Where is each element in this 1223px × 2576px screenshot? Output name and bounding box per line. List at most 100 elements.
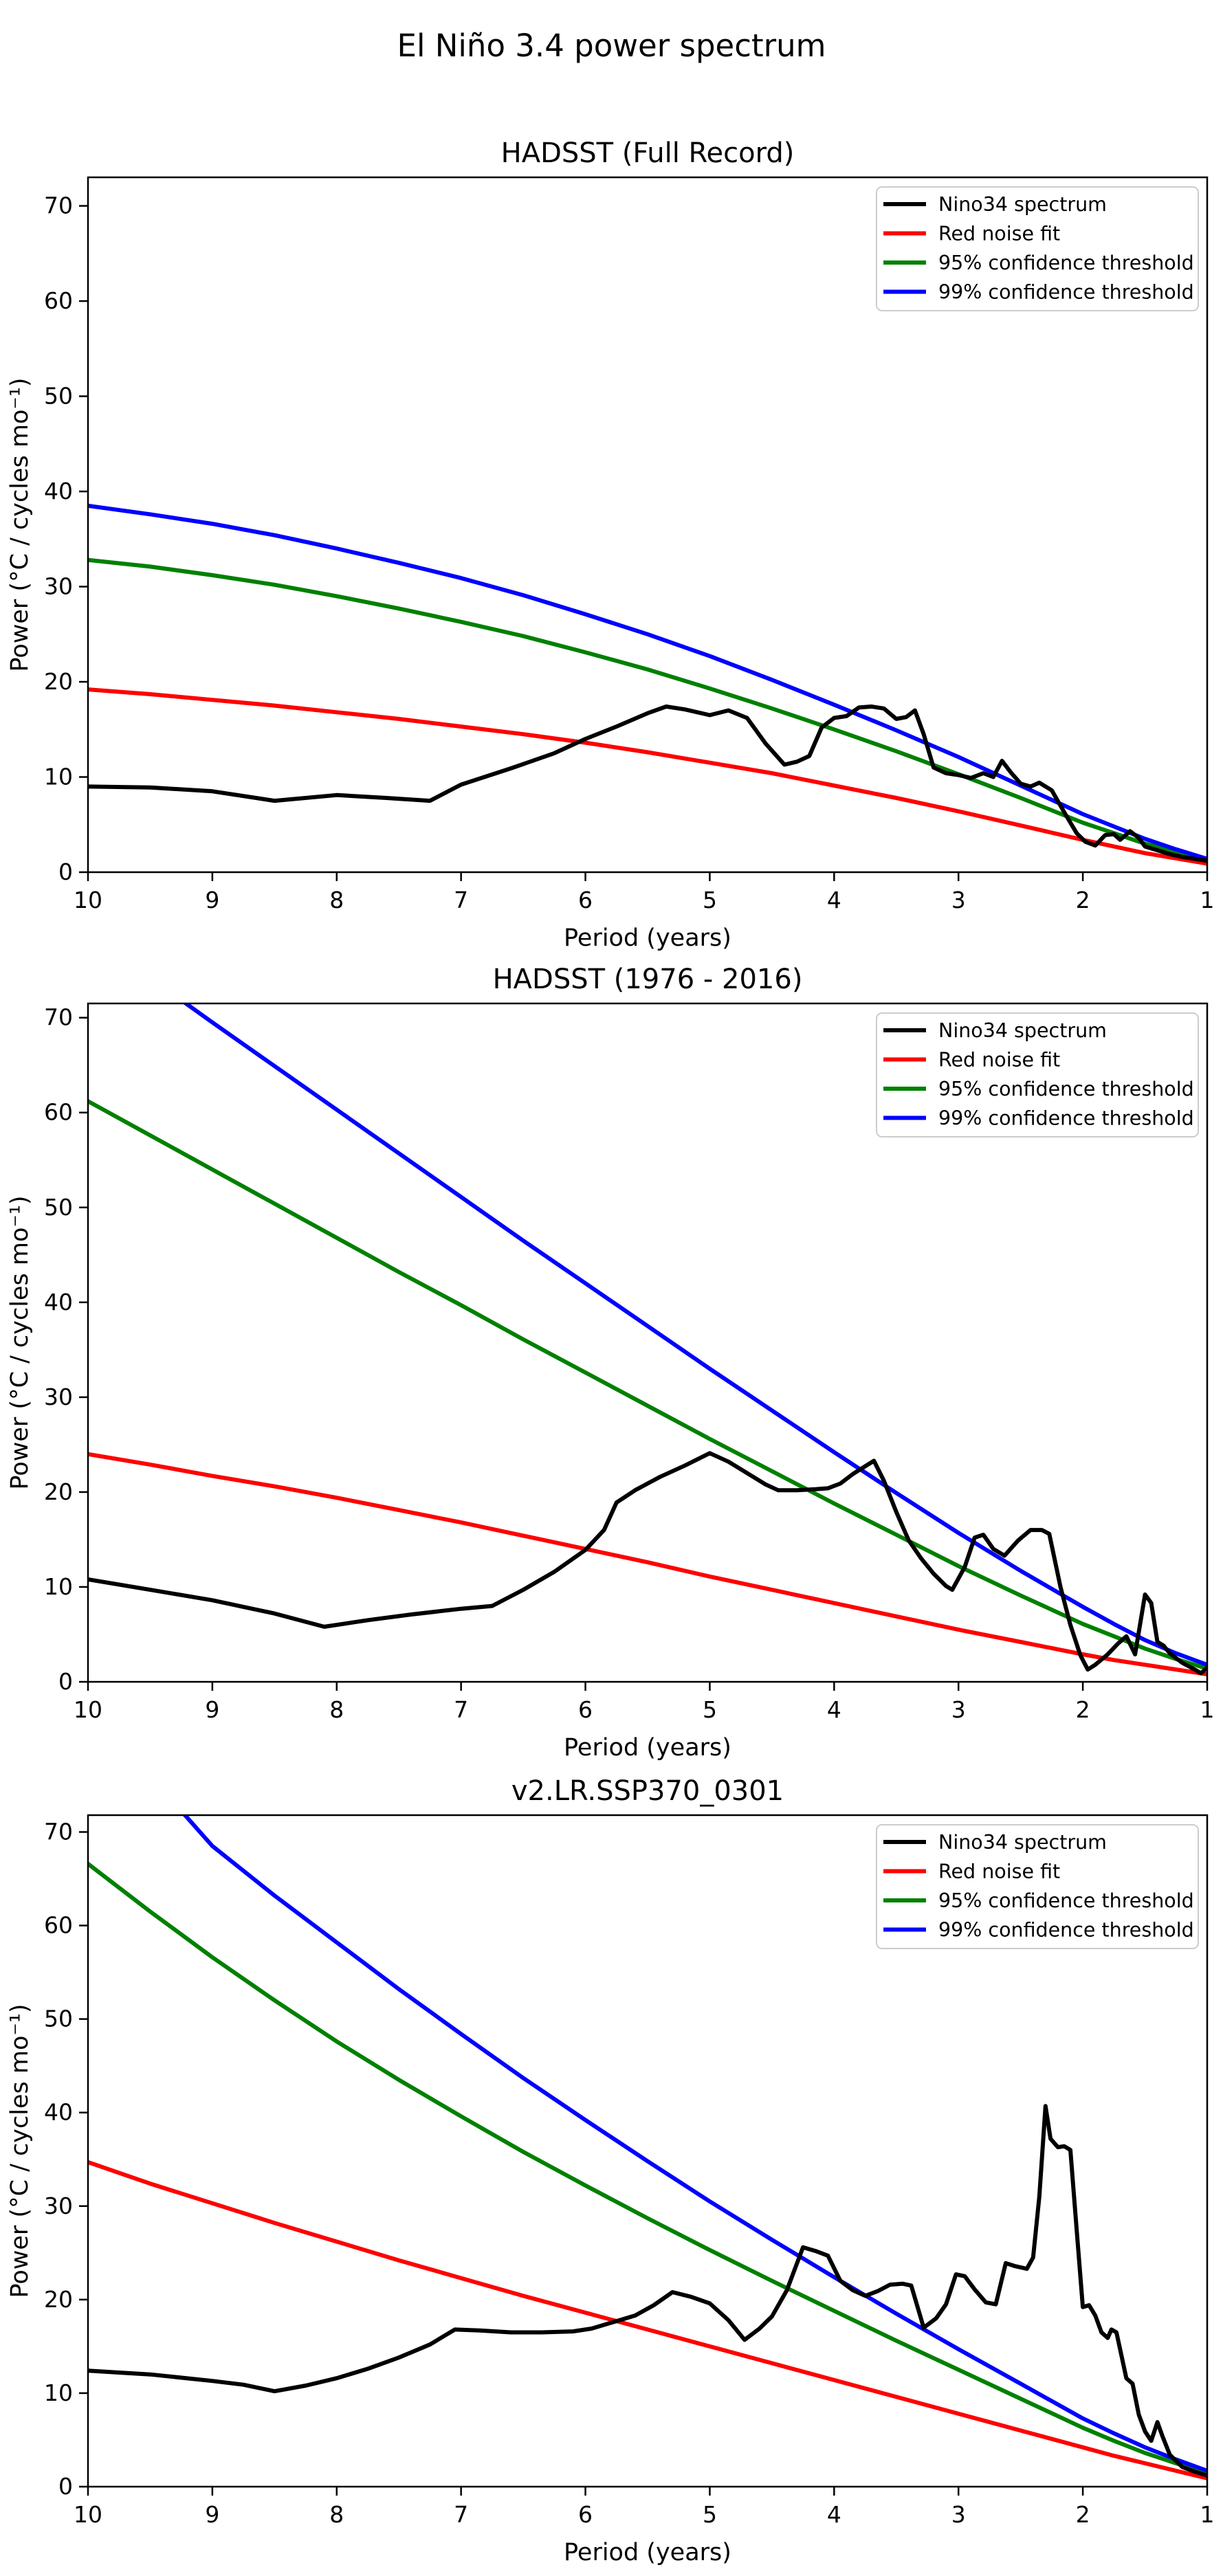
series-line-nino34-spectrum	[88, 704, 1207, 863]
x-axis-label: Period (years)	[564, 924, 731, 952]
y-tick-label: 20	[44, 2286, 73, 2313]
series-line-nino34-spectrum	[88, 2104, 1207, 2478]
series-line-99-confidence-threshold	[182, 1003, 1207, 1667]
series-group	[88, 1003, 1207, 1676]
subplot-title: v2.LR.SSP370_0301	[511, 1775, 784, 1807]
legend-label-red-noise-fit: Red noise fit	[938, 1049, 1060, 1072]
legend: Nino34 spectrum Red noise fit 95% confiden…	[876, 1824, 1199, 1949]
x-tick-label: 1	[1200, 1696, 1215, 1723]
chart-v2-lr-ssp370-0301: v2.LR.SSP370_0301 10 9 8 7 6 5 4 3 2 1 0 10 20 30 40 50 6…	[0, 1734, 1223, 2574]
plot-border	[87, 1814, 1209, 2488]
legend-label-nino34-spectrum: Nino34 spectrum	[938, 1831, 1107, 1854]
y-tick-label: 10	[44, 2379, 73, 2406]
y-axis-label: Power (°C / cycles mo⁻¹)	[6, 1195, 34, 1489]
series-line-99-confidence-threshold	[182, 1815, 1207, 2473]
y-tick-label: 30	[44, 2192, 73, 2219]
x-tick-label: 7	[454, 2501, 468, 2528]
series-line-99-confidence-threshold	[88, 503, 1207, 861]
x-tick-label: 6	[578, 2501, 593, 2528]
y-axis-label: Power (°C / cycles mo⁻¹)	[6, 377, 34, 671]
legend-label-95-confidence-threshold: 95% confidence threshold	[938, 252, 1194, 274]
y-tick-label: 60	[44, 287, 73, 314]
y-tick-label: 30	[44, 1384, 73, 1410]
figure-suptitle: El Niño 3.4 power spectrum	[397, 27, 826, 64]
x-tick-label: 6	[578, 887, 593, 913]
x-tick-label: 7	[454, 887, 468, 913]
legend-label-red-noise-fit: Red noise fit	[938, 1861, 1060, 1883]
y-tick-label: 10	[44, 764, 73, 790]
x-tick-label: 10	[74, 1696, 102, 1723]
x-tick-label: 4	[827, 887, 841, 913]
plot-border	[87, 176, 1209, 874]
subplot-title: HADSST (1976 - 2016)	[493, 964, 803, 995]
x-tick-label: 3	[951, 2501, 966, 2528]
x-tick-label: 9	[205, 1696, 219, 1723]
x-tick-label: 5	[703, 2501, 717, 2528]
series-line-95-confidence-threshold	[88, 1099, 1207, 1671]
y-tick-label: 50	[44, 1194, 73, 1221]
series-line-95-confidence-threshold	[88, 557, 1207, 863]
series-line-nino34-spectrum	[88, 1451, 1207, 1676]
x-tick-label: 9	[205, 2501, 219, 2528]
legend-box	[876, 1012, 1199, 1137]
y-tick-label: 40	[44, 2099, 73, 2126]
x-tick-label: 8	[329, 2501, 344, 2528]
chart-hadsst-full-record-canvas: HADSST (Full Record)10 9 8 7 6 5 4 3 2 1010203040…	[6, 137, 1215, 952]
chart-hadsst-1976-2016: HADSST (1976 - 2016) 10 9 8 7 6 5 4 3 2 1 0 10 20 30 40…	[0, 922, 1223, 1778]
legend-label-99-confidence-threshold: 99% confidence threshold	[938, 1107, 1194, 1130]
x-tick-label: 3	[951, 887, 966, 913]
legend-label-nino34-spectrum: Nino34 spectrum	[938, 193, 1107, 216]
legend-box	[876, 1824, 1199, 1949]
y-tick-label: 70	[44, 192, 73, 219]
x-axis-label: Period (years)	[564, 1734, 731, 1762]
y-axis-label: Power (°C / cycles mo⁻¹)	[6, 2003, 34, 2298]
series-line-red-noise-fit	[88, 2159, 1207, 2480]
legend-label-nino34-spectrum: Nino34 spectrum	[938, 1019, 1107, 1042]
x-tick-label: 1	[1200, 2501, 1215, 2528]
x-tick-label: 9	[205, 887, 219, 913]
x-tick-label: 10	[74, 2501, 102, 2528]
y-tick-label: 70	[44, 1818, 73, 1845]
legend-label-99-confidence-threshold: 99% confidence threshold	[938, 281, 1194, 304]
x-axis-label: Period (years)	[564, 2539, 731, 2566]
y-tick-label: 30	[44, 573, 73, 600]
y-tick-label: 40	[44, 1289, 73, 1315]
x-tick-label: 5	[703, 1696, 717, 1723]
series-group	[88, 503, 1207, 866]
legend-label-99-confidence-threshold: 99% confidence threshold	[938, 1919, 1194, 1942]
x-tick-label: 1	[1200, 887, 1215, 913]
x-tick-label: 2	[1076, 2501, 1090, 2528]
x-tick-label: 4	[827, 2501, 841, 2528]
series-line-red-noise-fit	[88, 1452, 1207, 1676]
y-tick-label: 20	[44, 1478, 73, 1505]
legend: Nino34 spectrum Red noise fit 95% confiden…	[876, 186, 1199, 311]
legend-label-95-confidence-threshold: 95% confidence threshold	[938, 1889, 1194, 1912]
x-tick-label: 8	[329, 887, 344, 913]
series-line-95-confidence-threshold	[88, 1861, 1207, 2476]
y-tick-label: 0	[58, 2473, 73, 2500]
x-tick-label: 8	[329, 1696, 344, 1723]
chart-hadsst-1976-2016-canvas: HADSST (1976 - 2016)10 9 8 7 6 5 4 3 2 1010203040…	[6, 964, 1215, 1762]
legend-box	[876, 186, 1199, 311]
y-tick-label: 40	[44, 478, 73, 504]
legend: Nino34 spectrum Red noise fit 95% confiden…	[876, 1012, 1199, 1137]
series-group	[88, 1815, 1207, 2480]
x-tick-label: 6	[578, 1696, 593, 1723]
x-tick-label: 2	[1076, 1696, 1090, 1723]
x-tick-label: 7	[454, 1696, 468, 1723]
y-tick-label: 50	[44, 383, 73, 410]
y-tick-label: 60	[44, 1099, 73, 1126]
y-tick-label: 0	[58, 1668, 73, 1695]
series-line-red-noise-fit	[88, 687, 1207, 866]
x-tick-label: 4	[827, 1696, 841, 1723]
y-tick-label: 10	[44, 1573, 73, 1600]
x-tick-label: 2	[1076, 887, 1090, 913]
y-tick-label: 20	[44, 668, 73, 695]
legend-label-red-noise-fit: Red noise fit	[938, 223, 1060, 245]
x-tick-label: 5	[703, 887, 717, 913]
chart-hadsst-full-record: HADSST (Full Record) 10 9 8 7 6 5 4 3 2 1 0 10 20 30 40…	[0, 96, 1223, 968]
legend-label-95-confidence-threshold: 95% confidence threshold	[938, 1078, 1194, 1100]
y-tick-label: 60	[44, 1912, 73, 1939]
